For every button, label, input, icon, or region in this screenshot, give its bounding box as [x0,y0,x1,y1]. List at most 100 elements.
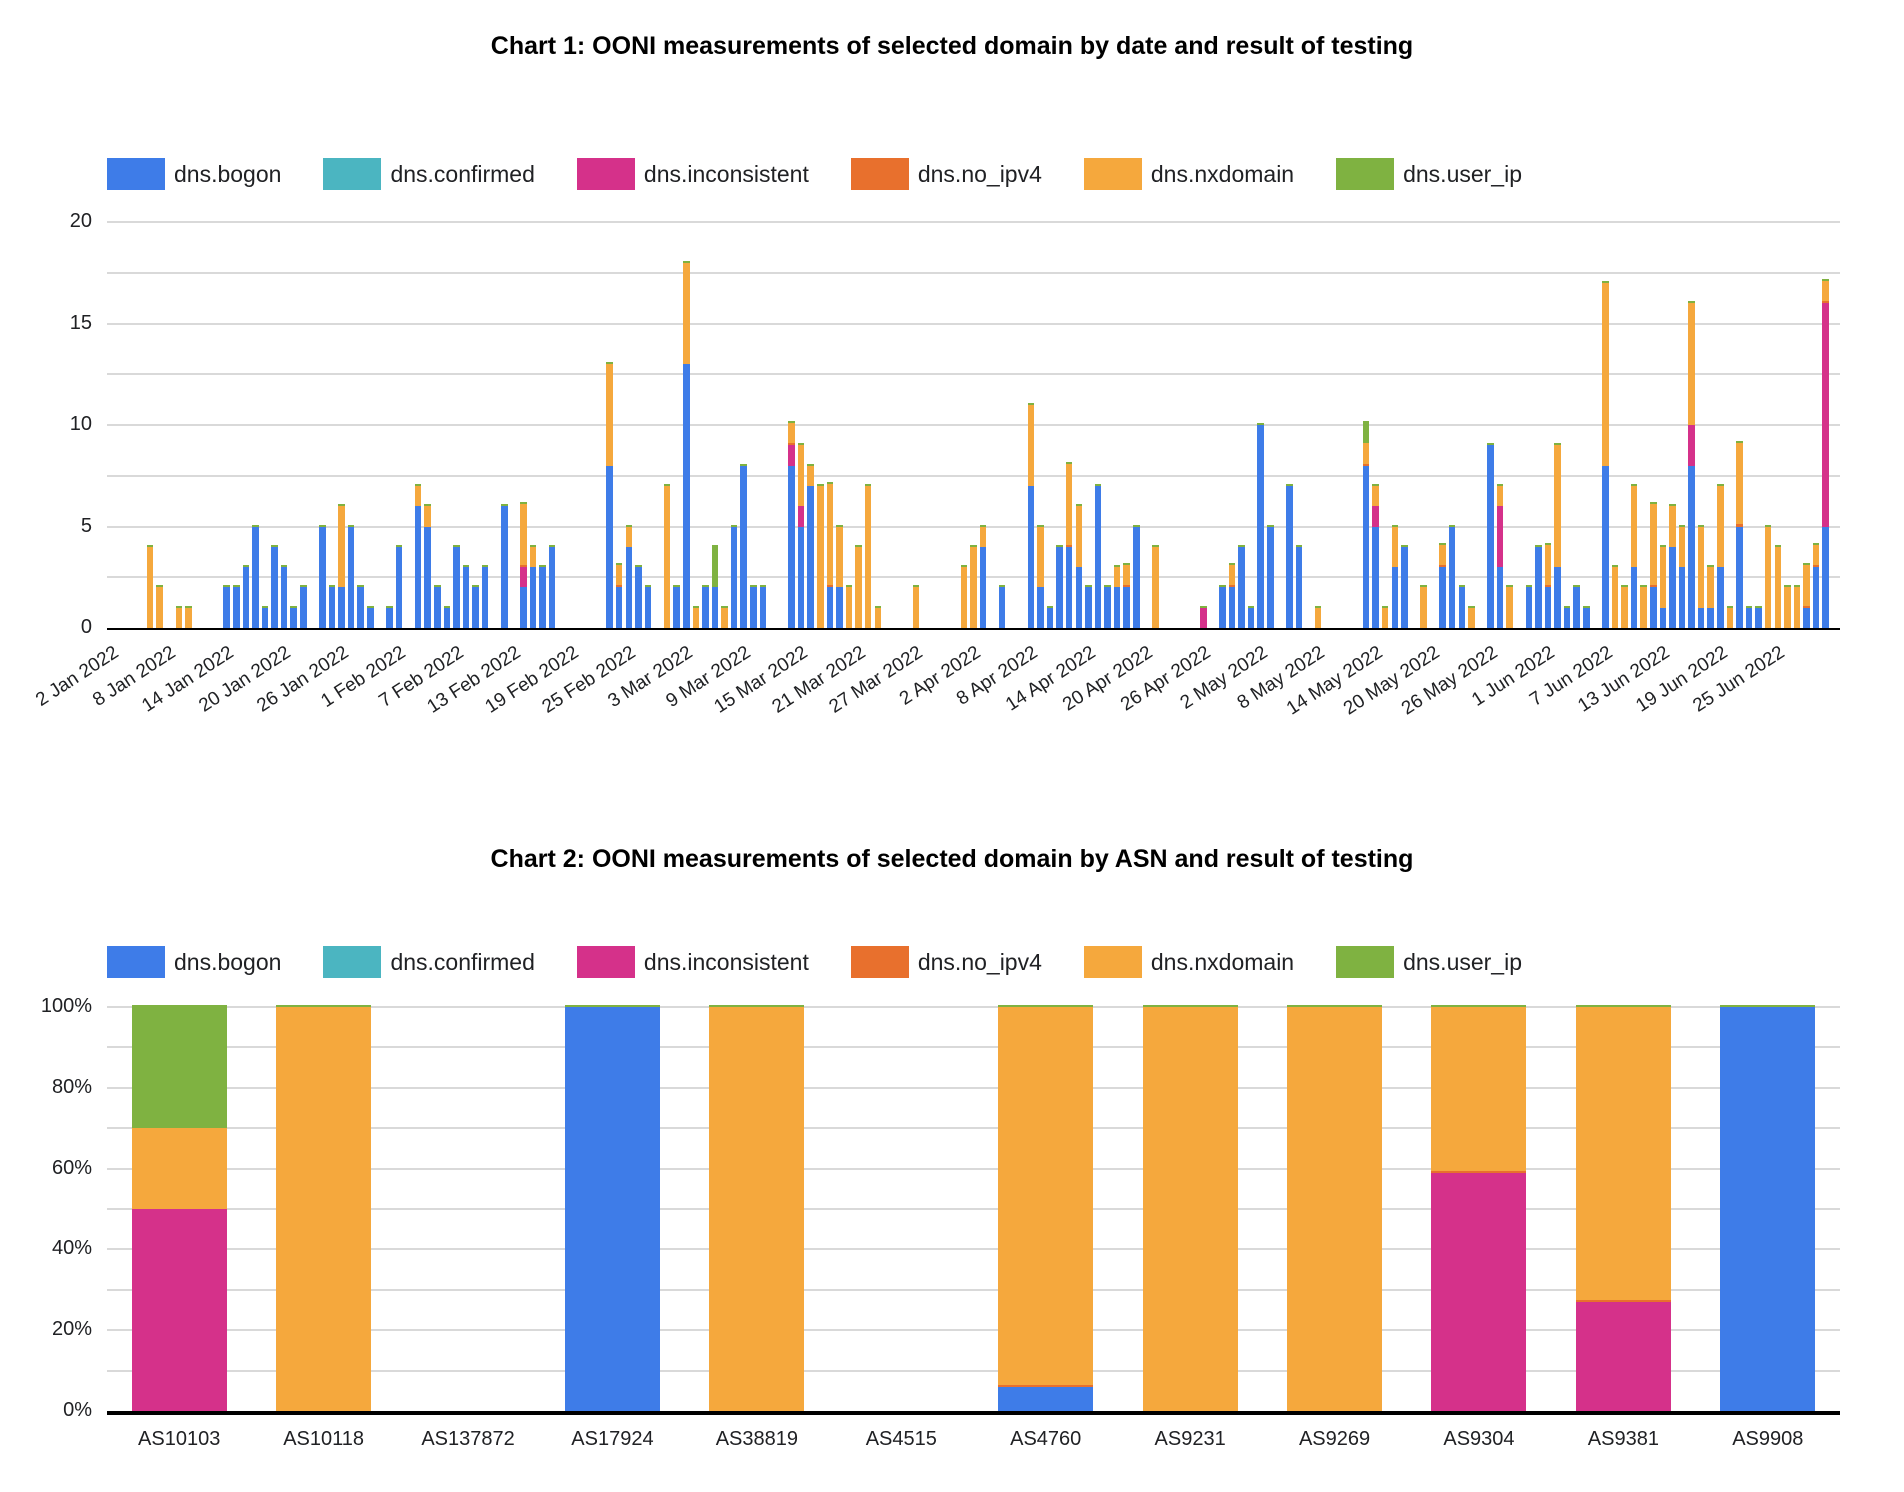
stacked-bar[interactable] [443,605,451,628]
stacked-bar[interactable] [156,584,163,628]
stacked-bar[interactable] [1726,605,1734,628]
stacked-bar[interactable] [1200,605,1207,628]
stacked-bar[interactable] [644,584,652,628]
stacked-bar[interactable] [1793,584,1801,628]
stacked-bar[interactable] [1506,584,1513,628]
stacked-bar[interactable] [1431,1004,1527,1411]
stacked-bar[interactable] [1362,420,1370,628]
stacked-bar[interactable] [1575,1004,1671,1411]
stacked-bar[interactable] [1468,605,1475,628]
stacked-bar[interactable] [826,481,834,628]
stacked-bar[interactable] [1707,564,1714,628]
stacked-bar[interactable] [1496,483,1504,628]
stacked-bar[interactable] [564,1004,660,1411]
stacked-bar[interactable] [1247,605,1255,628]
stacked-bar[interactable] [1812,542,1820,628]
stacked-bar[interactable] [663,483,671,628]
stacked-bar[interactable] [1745,605,1753,628]
stacked-bar[interactable] [261,605,269,628]
stacked-bar[interactable] [1717,483,1724,628]
stacked-bar[interactable] [1372,483,1379,628]
stacked-bar[interactable] [1602,280,1609,628]
stacked-bar[interactable] [520,501,527,628]
stacked-bar[interactable] [979,524,987,628]
stacked-bar[interactable] [683,260,690,628]
stacked-bar[interactable] [1113,564,1121,628]
stacked-bar[interactable] [1669,503,1676,628]
stacked-bar[interactable] [1228,562,1236,628]
stacked-bar[interactable] [1764,524,1772,628]
stacked-bar[interactable] [874,605,881,628]
stacked-bar[interactable] [1257,422,1264,628]
legend-item-dns.bogon[interactable]: dns.bogon [107,158,281,190]
legend-item-dns.confirmed[interactable]: dns.confirmed [323,946,535,978]
stacked-bar[interactable] [146,544,154,628]
stacked-bar[interactable] [1037,524,1044,628]
stacked-bar[interactable] [1736,440,1743,628]
stacked-bar[interactable] [692,605,700,628]
stacked-bar[interactable] [1784,584,1791,628]
stacked-bar[interactable] [1075,503,1083,628]
stacked-bar[interactable] [1219,584,1226,628]
legend-item-dns.user_ip[interactable]: dns.user_ip [1336,946,1522,978]
legend-item-dns.no_ipv4[interactable]: dns.no_ipv4 [850,946,1042,978]
stacked-bar[interactable] [1659,544,1667,628]
stacked-bar[interactable] [1104,584,1111,628]
stacked-bar[interactable] [797,442,805,628]
stacked-bar[interactable] [1573,584,1580,628]
stacked-bar[interactable] [131,1004,227,1411]
stacked-bar[interactable] [730,524,738,628]
stacked-bar[interactable] [1621,584,1628,628]
stacked-bar[interactable] [548,544,556,628]
stacked-bar[interactable] [1525,584,1533,628]
stacked-bar[interactable] [998,1004,1094,1411]
stacked-bar[interactable] [1381,605,1389,628]
legend-item-dns.inconsistent[interactable]: dns.inconsistent [576,158,809,190]
stacked-bar[interactable] [845,584,853,628]
stacked-bar[interactable] [1286,483,1293,628]
stacked-bar[interactable] [1065,461,1073,628]
stacked-bar[interactable] [864,483,872,628]
stacked-bar[interactable] [1803,562,1810,628]
stacked-bar[interactable] [175,605,183,628]
stacked-bar[interactable] [233,584,240,628]
stacked-bar[interactable] [1123,562,1130,628]
legend-item-dns.nxdomain[interactable]: dns.nxdomain [1083,946,1294,978]
stacked-bar[interactable] [1085,584,1092,628]
stacked-bar[interactable] [1697,524,1705,628]
stacked-bar[interactable] [1640,584,1647,628]
stacked-bar[interactable] [367,605,374,628]
legend-item-dns.user_ip[interactable]: dns.user_ip [1336,158,1522,190]
stacked-bar[interactable] [740,463,747,628]
stacked-bar[interactable] [357,584,364,628]
stacked-bar[interactable] [290,605,297,628]
stacked-bar[interactable] [1314,605,1322,628]
stacked-bar[interactable] [1027,402,1035,628]
stacked-bar[interactable] [721,605,728,628]
stacked-bar[interactable] [836,524,843,628]
stacked-bar[interactable] [300,584,307,628]
stacked-bar[interactable] [395,544,403,628]
stacked-bar[interactable] [960,564,968,628]
stacked-bar[interactable] [1295,544,1303,628]
stacked-bar[interactable] [1420,584,1427,628]
stacked-bar[interactable] [1287,1004,1383,1411]
legend-item-dns.confirmed[interactable]: dns.confirmed [323,158,535,190]
stacked-bar[interactable] [472,584,479,628]
stacked-bar[interactable] [1650,501,1657,628]
stacked-bar[interactable] [711,544,719,628]
stacked-bar[interactable] [625,524,633,628]
stacked-bar[interactable] [424,503,431,628]
stacked-bar[interactable] [319,524,326,628]
stacked-bar[interactable] [1238,544,1245,628]
stacked-bar[interactable] [807,463,814,628]
stacked-bar[interactable] [1774,544,1781,628]
legend-item-dns.bogon[interactable]: dns.bogon [107,946,281,978]
stacked-bar[interactable] [252,524,259,628]
stacked-bar[interactable] [1554,442,1561,628]
stacked-bar[interactable] [1458,584,1466,628]
stacked-bar[interactable] [1544,542,1552,628]
stacked-bar[interactable] [1755,605,1762,628]
stacked-bar[interactable] [709,1004,805,1411]
stacked-bar[interactable] [1439,542,1446,628]
